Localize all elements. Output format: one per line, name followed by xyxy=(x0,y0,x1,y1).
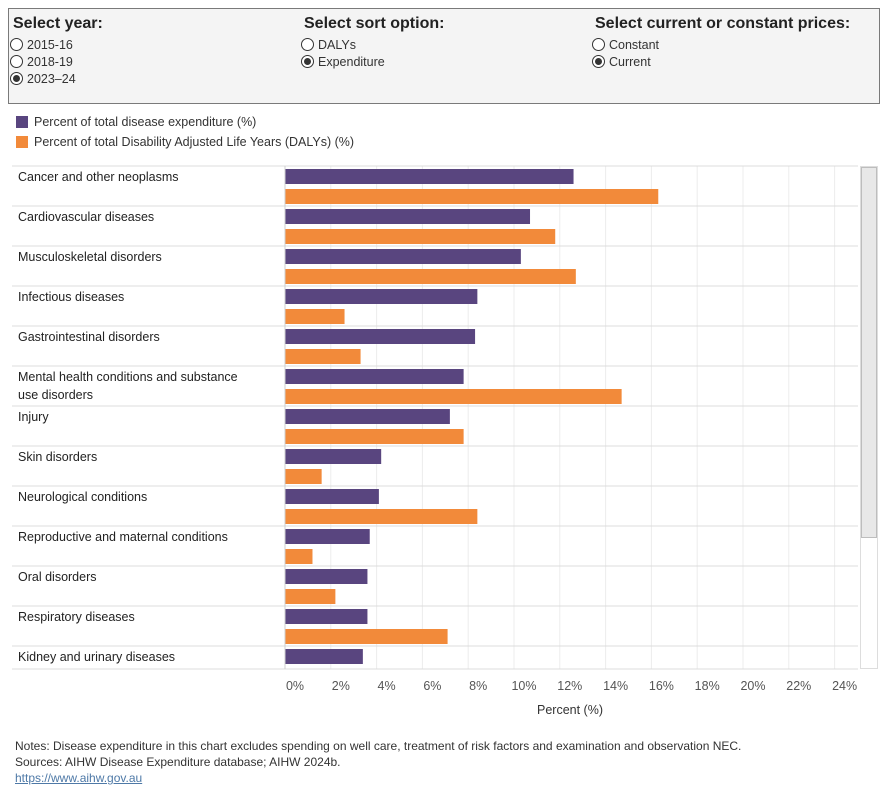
dalys-bar xyxy=(285,629,448,644)
x-tick-label: 24% xyxy=(832,679,857,693)
category-label: Cardiovascular diseases xyxy=(18,210,154,224)
expenditure-bar xyxy=(285,649,363,664)
dalys-bar xyxy=(285,389,622,404)
legend-item-expenditure[interactable]: Percent of total disease expenditure (%) xyxy=(16,112,354,132)
dalys-bar xyxy=(285,349,361,364)
expenditure-bar xyxy=(285,329,476,344)
dalys-bar xyxy=(285,189,659,204)
year-option-label: 2018-19 xyxy=(27,54,73,69)
year-option-label: 2023–24 xyxy=(27,71,76,86)
expenditure-bar xyxy=(285,249,521,264)
expenditure-bar xyxy=(285,169,574,184)
year-selector-title: Select year: xyxy=(13,15,103,32)
legend-label-dalys: Percent of total Disability Adjusted Lif… xyxy=(34,135,355,149)
year-option-label: 2015-16 xyxy=(27,37,73,52)
sources-text: Sources: AIHW Disease Expenditure databa… xyxy=(15,755,341,769)
category-label: Musculoskeletal disorders xyxy=(18,250,162,264)
radio-button[interactable] xyxy=(301,55,314,68)
radio-button[interactable] xyxy=(592,55,605,68)
dalys-bar xyxy=(285,269,576,284)
category-label: use disorders xyxy=(18,388,93,402)
sort-option[interactable]: DALYs xyxy=(301,36,444,53)
category-label: Gastrointestinal disorders xyxy=(18,330,160,344)
x-tick-label: 6% xyxy=(423,679,441,693)
category-label: Reproductive and maternal conditions xyxy=(18,530,228,544)
expenditure-bar xyxy=(285,369,464,384)
dalys-bar xyxy=(285,229,556,244)
price-selector-title: Select current or constant prices: xyxy=(595,15,851,32)
x-tick-label: 8% xyxy=(469,679,487,693)
x-tick-label: 4% xyxy=(378,679,396,693)
dalys-bar xyxy=(285,589,336,604)
dalys-bar xyxy=(285,469,322,484)
x-tick-label: 14% xyxy=(603,679,628,693)
radio-button[interactable] xyxy=(592,38,605,51)
legend-swatch-dalys xyxy=(16,136,28,148)
sort-selector-title: Select sort option: xyxy=(304,15,445,32)
category-label: Infectious diseases xyxy=(18,290,124,304)
radio-button[interactable] xyxy=(10,72,23,85)
category-label: Cancer and other neoplasms xyxy=(18,170,179,184)
category-label: Skin disorders xyxy=(18,450,97,464)
x-tick-label: 2% xyxy=(332,679,350,693)
x-tick-label: 18% xyxy=(695,679,720,693)
year-option[interactable]: 2018-19 xyxy=(10,53,103,70)
expenditure-bar xyxy=(285,289,478,304)
expenditure-bar xyxy=(285,449,382,464)
radio-button[interactable] xyxy=(301,38,314,51)
sort-option-label: Expenditure xyxy=(318,54,385,69)
dalys-bar xyxy=(285,509,478,524)
x-tick-label: 16% xyxy=(649,679,674,693)
expenditure-bar xyxy=(285,489,379,504)
year-option[interactable]: 2023–24 xyxy=(10,70,103,87)
dalys-bar xyxy=(285,429,464,444)
year-option[interactable]: 2015-16 xyxy=(10,36,103,53)
x-tick-label: 10% xyxy=(511,679,536,693)
legend-item-dalys[interactable]: Percent of total Disability Adjusted Lif… xyxy=(16,132,354,152)
year-selector: Select year: 2015-16 2018-19 2023–24 xyxy=(10,15,103,87)
source-link[interactable]: https://www.aihw.gov.au xyxy=(15,771,143,785)
x-tick-label: 0% xyxy=(286,679,304,693)
category-label: Injury xyxy=(18,410,49,424)
notes-text: Notes: Disease expenditure in this chart… xyxy=(15,739,742,753)
radio-button[interactable] xyxy=(10,55,23,68)
legend-swatch-expenditure xyxy=(16,116,28,128)
sort-selector: Select sort option: DALYs Expenditure xyxy=(301,15,445,70)
category-label: Oral disorders xyxy=(18,570,97,584)
expenditure-bar xyxy=(285,569,368,584)
expenditure-bar xyxy=(285,609,368,624)
expenditure-bar xyxy=(285,209,531,224)
prices-option[interactable]: Constant xyxy=(592,36,850,53)
legend-label-expenditure: Percent of total disease expenditure (%) xyxy=(34,115,257,129)
x-axis-label: Percent (%) xyxy=(537,703,603,717)
x-tick-label: 20% xyxy=(740,679,765,693)
expenditure-bar xyxy=(285,409,450,424)
dalys-bar xyxy=(285,309,345,324)
x-tick-label: 12% xyxy=(557,679,582,693)
chart-scrollbar-thumb[interactable] xyxy=(861,167,877,538)
category-label: Respiratory diseases xyxy=(18,610,135,624)
expenditure-bar xyxy=(285,529,370,544)
radio-button[interactable] xyxy=(10,38,23,51)
filter-panel: Select year: 2015-16 2018-19 2023–24 Selec… xyxy=(8,8,880,104)
dalys-bar xyxy=(285,549,313,564)
x-tick-label: 22% xyxy=(786,679,811,693)
price-selector: Select current or constant prices: Const… xyxy=(592,15,851,70)
sort-option[interactable]: Expenditure xyxy=(301,53,444,70)
prices-option-label: Current xyxy=(609,54,651,69)
category-label: Kidney and urinary diseases xyxy=(18,650,175,664)
sort-option-label: DALYs xyxy=(318,37,356,52)
chart-legend: Percent of total disease expenditure (%)… xyxy=(16,112,354,152)
category-label: Neurological conditions xyxy=(18,490,147,504)
category-label: Mental health conditions and substance xyxy=(18,370,238,384)
prices-option-label: Constant xyxy=(609,37,660,52)
prices-option[interactable]: Current xyxy=(592,53,850,70)
notes: Notes: Disease expenditure in this chart… xyxy=(15,738,741,786)
